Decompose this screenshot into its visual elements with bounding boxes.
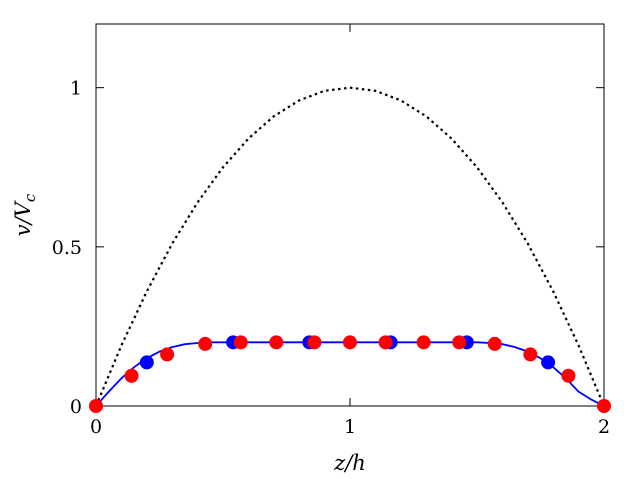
red-marker (452, 335, 467, 350)
x-tick-label: 1 (344, 416, 356, 438)
red-marker (487, 336, 502, 351)
x-axis-label: z/h (333, 451, 366, 475)
y-tick-label: 0 (70, 396, 82, 418)
y-tick-label: 0.5 (52, 237, 82, 259)
blue-marker (541, 355, 556, 370)
x-tick-label: 2 (598, 416, 610, 438)
red-marker (597, 399, 611, 413)
tick-labels: 0 1 2 0 0.5 1 (52, 78, 610, 438)
y-tick-label: 1 (70, 78, 82, 100)
red-marker (378, 335, 393, 350)
blue-marker (139, 355, 154, 370)
red-marker (160, 347, 175, 362)
red-marker (269, 335, 284, 350)
y-axis-label: v/Vc (11, 193, 39, 236)
dotted-curve (94, 86, 606, 407)
red-marker (233, 335, 248, 350)
red-marker (343, 335, 357, 350)
red-marker (198, 336, 213, 351)
red-marker (416, 335, 431, 350)
data-series (89, 86, 611, 413)
red-marker (561, 368, 576, 383)
red-marker (307, 335, 322, 350)
red-marker (89, 399, 103, 413)
red-marker (124, 368, 139, 383)
red-marker (523, 347, 538, 362)
x-tick-label: 0 (90, 416, 102, 438)
